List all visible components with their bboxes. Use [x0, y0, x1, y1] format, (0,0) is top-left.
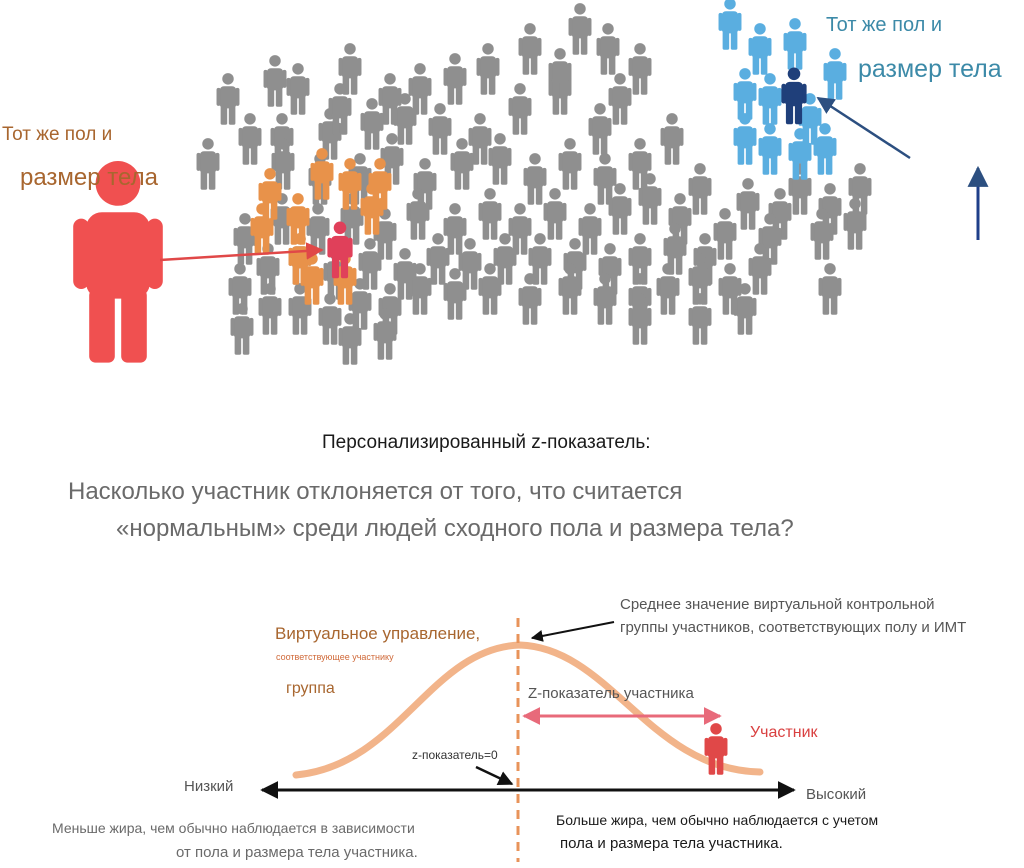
participant-pointer-arrow	[159, 242, 324, 262]
axis-high-label: Высокий	[806, 786, 867, 803]
axis-low-label: Низкий	[184, 778, 234, 795]
crowd-person	[286, 63, 310, 115]
crowd-person	[523, 153, 547, 205]
left-group-label-line1: Тот же пол и	[2, 124, 113, 145]
crowd-person	[593, 153, 617, 205]
blue-group-person	[758, 123, 782, 175]
crowd-person	[788, 163, 812, 215]
crowd-person	[478, 188, 502, 240]
blue-group-person	[733, 68, 757, 120]
page-title: Персонализированный z-показатель:	[322, 432, 651, 453]
crowd-person	[736, 178, 760, 230]
question-line1: Насколько участник отклоняется от того, …	[68, 478, 683, 505]
crowd-person	[596, 23, 620, 75]
normal-distribution-curve	[292, 641, 764, 779]
crowd-person	[443, 53, 467, 105]
virtual-control-label-line2: соответствующее участнику	[276, 652, 394, 662]
z-zero-label: z-показатель=0	[412, 748, 498, 762]
blue-group-person	[823, 48, 847, 100]
question-line2: «нормальным» среди людей сходного пола и…	[116, 515, 794, 542]
crowd-person	[543, 188, 567, 240]
crowd-person	[578, 203, 602, 255]
crowd-person	[508, 203, 532, 255]
crowd-gray-people	[196, 3, 872, 365]
more-fat-line2: пола и размера тела участника.	[560, 835, 783, 852]
crowd-person	[450, 138, 474, 190]
crowd-person	[488, 133, 512, 185]
crowd-person	[518, 23, 542, 75]
right-group-label-line2: размер тела	[858, 55, 1002, 83]
crowd-person	[196, 138, 220, 190]
crowd-person	[628, 43, 652, 95]
mean-annotation-line2: группы участников, соответствующих полу …	[620, 619, 967, 636]
blue-group-person	[718, 0, 742, 50]
more-fat-line1: Больше жира, чем обычно наблюдается с уч…	[556, 812, 879, 828]
crowd-person	[426, 233, 450, 285]
mean-annotation-arrow	[530, 621, 615, 642]
crowd-person	[818, 263, 842, 315]
crowd-person	[216, 73, 240, 125]
z-zero-annotation-arrow	[475, 765, 514, 786]
blue-group-person	[783, 18, 807, 70]
crowd-person	[408, 63, 432, 115]
blue-group-person	[748, 23, 772, 75]
mean-annotation-line1: Среднее значение виртуальной контрольной	[620, 596, 935, 613]
virtual-control-label-line1: Виртуальное управление,	[275, 624, 481, 643]
less-fat-line2: от пола и размера тела участника.	[176, 844, 418, 861]
crowd-person	[558, 138, 582, 190]
z-score-label: Z-показатель участника	[528, 685, 694, 702]
blue-group-person	[758, 73, 782, 125]
crowd-person	[608, 73, 632, 125]
right-group-label-line1: Тот же пол и	[826, 14, 943, 36]
crowd-person	[476, 43, 500, 95]
crowd-person	[713, 208, 737, 260]
virtual-control-label-line3: группа	[286, 680, 335, 697]
less-fat-line1: Меньше жира, чем обычно наблюдается в за…	[52, 820, 415, 836]
crowd-person	[508, 83, 532, 135]
crowd-person	[588, 103, 612, 155]
blue-group-pointer-arrow	[816, 96, 911, 160]
crowd-person	[306, 203, 330, 255]
participant-label: Участник	[750, 724, 818, 741]
crowd-person	[263, 55, 287, 107]
blue-group-person	[733, 113, 757, 165]
left-group-label-line2: размер тела	[20, 164, 158, 191]
crowd-person	[688, 163, 712, 215]
crowd-person	[688, 293, 712, 345]
crowd-person	[660, 113, 684, 165]
crowd-person	[360, 98, 384, 150]
crowd-person	[238, 113, 262, 165]
crowd-person	[443, 203, 467, 255]
crowd-person	[428, 103, 452, 155]
crowd-person	[568, 3, 592, 55]
